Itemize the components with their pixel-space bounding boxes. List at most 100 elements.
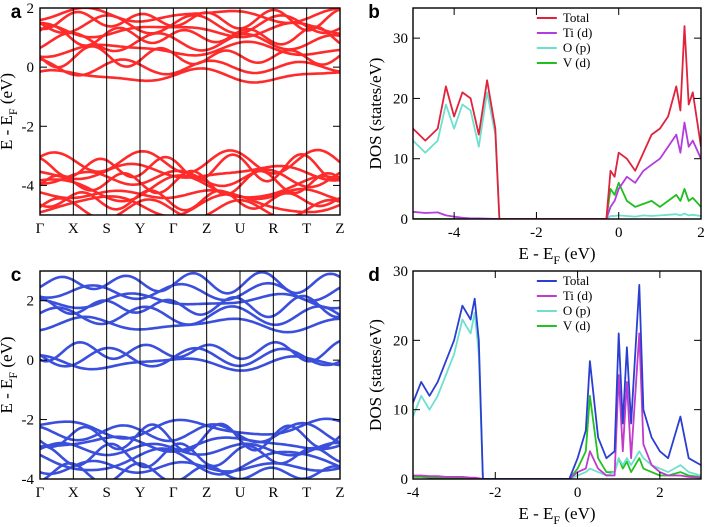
- y-axis-label-unit: (eV): [0, 73, 16, 108]
- band-line: [40, 305, 340, 327]
- k-label: R: [268, 485, 278, 501]
- series-line-vd: [413, 181, 701, 219]
- legend-label: V (d): [563, 55, 591, 70]
- band-line: [40, 447, 340, 476]
- k-label: Z: [335, 221, 344, 237]
- plot-frame: [412, 7, 702, 220]
- x-axis-label: E - EF (eV): [518, 504, 595, 527]
- legend-label: Total: [563, 273, 590, 288]
- k-label: Y: [135, 221, 146, 237]
- band-line: [40, 67, 340, 84]
- plot-frame: [39, 270, 341, 480]
- y-axis-label-main: E - E: [0, 115, 16, 150]
- series-line-vd: [413, 394, 701, 479]
- x-axis-label-main: E - E: [518, 504, 553, 523]
- x-tick-label: 2: [697, 225, 705, 241]
- y-axis-label: DOS (states/eV): [366, 58, 385, 170]
- legend-label: V (d): [563, 318, 591, 333]
- panel-a: Γ X S Y Γ Z U R T Z -4 -2 0 2 E - EF (eV) a: [0, 1, 345, 237]
- band-line: [40, 441, 340, 457]
- band-line: [40, 168, 340, 189]
- k-label: S: [102, 221, 110, 237]
- x-tick-label: 0: [574, 485, 582, 501]
- panel-letter-a: a: [11, 2, 22, 23]
- x-axis-label-unit: (eV): [560, 244, 595, 263]
- band-line: [40, 459, 340, 476]
- y-tick-label: 30: [393, 31, 408, 47]
- band-line: [41, 461, 340, 479]
- x-axis-label-sub: F: [553, 253, 560, 267]
- band-line: [40, 292, 340, 310]
- bands: [40, 8, 340, 215]
- series-line-tid: [413, 332, 701, 479]
- band-line: [40, 417, 340, 440]
- series-line-op: [413, 311, 701, 479]
- series-line-op: [413, 91, 701, 219]
- k-label: S: [102, 485, 110, 501]
- x-tick-label: -4: [448, 225, 461, 241]
- k-label: Γ: [169, 485, 178, 501]
- y-axis-label-sub: F: [6, 372, 20, 379]
- y-axis-label: E - EF (eV): [0, 336, 20, 413]
- k-label: T: [302, 485, 311, 501]
- y-tick-label: 0: [401, 472, 409, 488]
- legend-label: Total: [563, 10, 590, 25]
- y-tick-label: -2: [22, 413, 35, 429]
- k-label: Z: [335, 485, 344, 501]
- x-tick-label: -4: [407, 485, 420, 501]
- y-axis-label-unit: (eV): [0, 336, 16, 371]
- legend-label: Ti (d): [563, 25, 593, 40]
- series-group: [413, 25, 701, 219]
- y-tick-label: 2: [27, 1, 35, 17]
- x-tick-label: 2: [656, 485, 664, 501]
- y-tick-label: 20: [393, 91, 408, 107]
- x-axis-label-unit: (eV): [560, 504, 595, 523]
- legend-label: O (p): [563, 40, 591, 55]
- band-line: [40, 193, 340, 215]
- x-tick-label: -2: [489, 485, 502, 501]
- y-axis-label: DOS (states/eV): [366, 319, 385, 431]
- y-axis-label: E - EF (eV): [0, 73, 20, 150]
- x-axis-label-main: E - E: [518, 244, 553, 263]
- y-tick-label: 0: [27, 60, 35, 76]
- panel-letter-d: d: [368, 265, 380, 286]
- band-line: [40, 271, 340, 295]
- band-line: [40, 57, 340, 77]
- x-tick-label: 0: [615, 225, 623, 241]
- y-tick-label: -4: [22, 178, 35, 194]
- y-axis-label-sub: F: [6, 108, 20, 115]
- y-tick-label: -4: [22, 472, 35, 488]
- y-tick-label: 10: [393, 152, 408, 168]
- legend-label: Ti (d): [563, 288, 593, 303]
- y-axis-label-main: E - E: [0, 379, 16, 414]
- x-axis-label: E - EF (eV): [518, 244, 595, 267]
- band-line: [40, 13, 340, 35]
- band-line: [40, 8, 340, 32]
- series-line-tid: [413, 121, 701, 219]
- series-line-total: [413, 25, 701, 219]
- band-line: [40, 442, 340, 469]
- y-tick-label: 2: [27, 294, 35, 310]
- series-line-total: [413, 284, 701, 479]
- k-label: U: [235, 485, 246, 501]
- k-label: R: [268, 221, 278, 237]
- k-label: Z: [202, 485, 211, 501]
- legend-label: O (p): [563, 303, 591, 318]
- panel-c: Γ X S Y Γ Z U R T Z -4 -2 0 2 E - EF (eV) c: [0, 265, 345, 501]
- band-line: [40, 24, 340, 47]
- band-line: [40, 31, 340, 53]
- k-label: Γ: [169, 221, 178, 237]
- band-line: [40, 422, 340, 453]
- y-tick-label: 0: [401, 212, 409, 228]
- x-tick-label: -2: [530, 225, 543, 241]
- k-label: Γ: [36, 221, 45, 237]
- y-tick-label: 20: [393, 333, 408, 349]
- band-line: [40, 174, 340, 203]
- k-label: X: [68, 485, 79, 501]
- plot-frame: [39, 7, 341, 216]
- k-label: X: [68, 221, 79, 237]
- band-line: [40, 354, 340, 372]
